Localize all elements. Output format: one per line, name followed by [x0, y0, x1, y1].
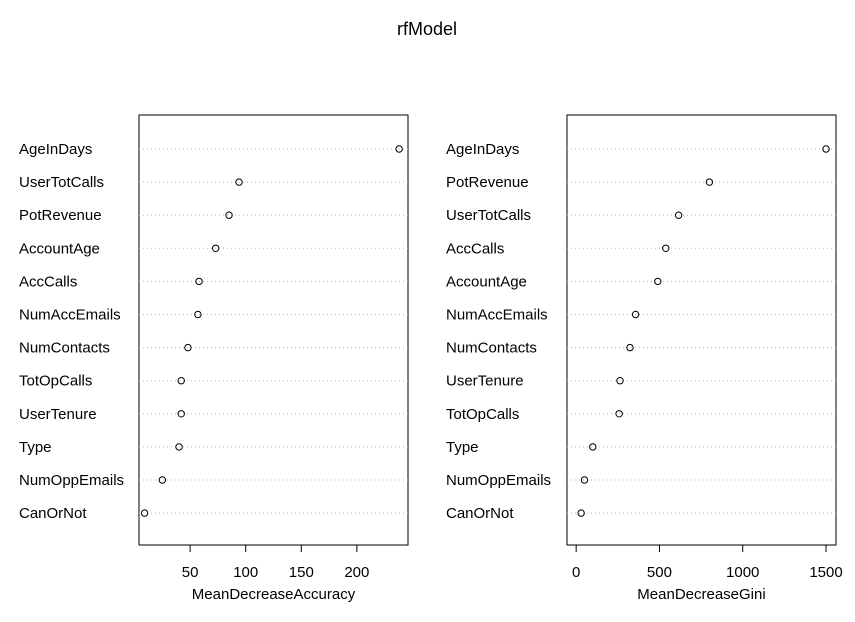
panel-2-variable-label: PotRevenue	[446, 174, 529, 191]
panel-1-data-point	[194, 310, 202, 319]
panel-1-data-point	[184, 343, 192, 352]
panel-2-variable-label: CanOrNot	[446, 505, 514, 522]
panel-2-x-tick-label: 500	[647, 564, 672, 581]
panel-1-variable-label: PotRevenue	[19, 207, 102, 224]
panel-1-variable-label: CanOrNot	[19, 505, 87, 522]
panel-2-data-point	[626, 343, 634, 352]
panel-1-data-point	[175, 443, 183, 451]
panel-1-variable-label: AgeInDays	[19, 141, 92, 158]
panel-1-x-axis-title: MeanDecreaseAccuracy	[192, 586, 356, 603]
panel-2-variable-label: AccountAge	[446, 273, 527, 290]
panel-1-variable-label: UserTotCalls	[19, 174, 104, 191]
panel-1-data-point	[235, 178, 243, 186]
panel-2-variable-label: NumAccEmails	[446, 307, 548, 324]
panel-1-data-point	[177, 410, 185, 418]
panel-2-variable-label: NumContacts	[446, 340, 537, 357]
panel-1-data-point	[195, 277, 203, 286]
panel-1-variable-label: AccountAge	[19, 240, 100, 257]
panel-2-data-point	[615, 410, 623, 418]
panel-2-variable-label: AgeInDays	[446, 141, 519, 158]
panel-1-variable-label: AccCalls	[19, 273, 77, 290]
panel-1-group: AgeInDays UserTotCalls PotRevenue AccountAg…	[19, 114, 409, 603]
panel-2-data-point	[589, 443, 597, 451]
panel-2-data-point	[705, 178, 714, 186]
panel-2-group: AgeInDays PotRevenue UserTotCalls AccCalls A…	[446, 114, 843, 603]
panel-1-data-point	[177, 377, 185, 385]
panel-2-variable-label: Type	[446, 439, 479, 456]
panel-2-data-point	[631, 310, 640, 319]
panel-1-variable-label: Type	[19, 439, 52, 456]
panel-2-variable-label: NumOppEmails	[446, 472, 551, 489]
panel-1-data-point	[211, 244, 220, 253]
panel-1-variable-label: TotOpCalls	[19, 373, 92, 390]
panel-2-data-point	[662, 244, 670, 253]
panel-2-x-tick-label: 1500	[809, 564, 842, 581]
panel-1-data-point	[395, 145, 403, 153]
panel-1-data-point	[225, 211, 233, 219]
panel-2-variable-label: UserTotCalls	[446, 207, 531, 224]
panel-1-variable-label: NumOppEmails	[19, 472, 124, 489]
panel-2-data-point	[616, 377, 624, 385]
panel-1-variable-label: NumContacts	[19, 340, 110, 357]
chart-title: rfModel	[397, 19, 457, 39]
panel-2-data-point	[654, 277, 662, 286]
panel-1-data-point	[140, 509, 149, 517]
panel-2-data-point	[577, 509, 585, 517]
panel-1-variable-label: NumAccEmails	[19, 307, 121, 324]
panel-2-x-tick-label: 1000	[726, 564, 759, 581]
panel-1-x-tick-label: 200	[344, 564, 369, 581]
panel-2-variable-label: UserTenure	[446, 373, 524, 390]
panel-2-x-tick-label: 0	[572, 564, 580, 581]
panel-1-variable-label: UserTenure	[19, 406, 97, 423]
panel-1-x-tick-label: 150	[289, 564, 314, 581]
panel-2-data-point	[674, 211, 683, 219]
panel-1-x-tick-label: 100	[233, 564, 258, 581]
panel-1-data-point	[158, 476, 167, 484]
panel-2-data-point	[580, 476, 589, 484]
panel-2-data-point	[822, 145, 830, 153]
panels: AgeInDays UserTotCalls PotRevenue AccountAg…	[19, 114, 843, 603]
panel-2-x-axis-title: MeanDecreaseGini	[637, 586, 765, 603]
panel-1-x-tick-label: 50	[182, 564, 199, 581]
panel-2-variable-label: TotOpCalls	[446, 406, 519, 423]
panel-2-variable-label: AccCalls	[446, 240, 504, 257]
